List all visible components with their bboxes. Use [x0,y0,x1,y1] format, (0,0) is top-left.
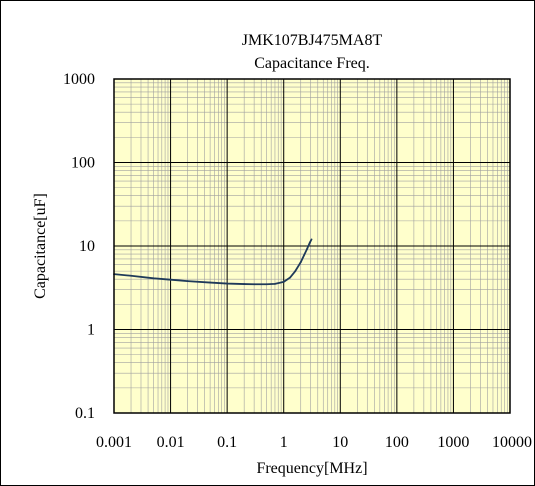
data-point [243,283,246,285]
x-tick-label: 0.001 [96,434,132,451]
x-tick-label: 1 [280,434,288,451]
major-gridlines [114,79,510,413]
plot-border [113,78,511,414]
data-point [289,276,292,279]
x-axis-label: Frequency[MHz] [256,460,367,477]
data-point [294,270,297,273]
data-point [274,282,276,285]
data-point [308,241,311,244]
x-tick-label: 0.1 [217,434,237,451]
data-point [306,247,309,250]
data-point [303,254,306,256]
data-point [310,238,313,241]
y-tick-label: 1 [87,322,95,339]
data-point [169,278,172,281]
y-tick-label: 10 [79,238,95,255]
data-point [209,281,212,284]
y-tick-label: 100 [71,155,95,172]
y-tick-label: 1000 [63,71,95,88]
series-layer [113,238,313,286]
x-tick-label: 0.01 [157,434,185,451]
data-point [265,283,268,286]
x-tick-label: 1000 [437,434,469,451]
data-point [186,280,189,282]
data-point [299,261,302,264]
chart-title: JMK107BJ475MA8T [242,32,383,49]
x-tick-label: 10 [332,434,348,451]
y-axis-label: Capacitance[uF] [32,193,49,299]
data-point [282,280,285,283]
chart-subtitle: Capacitance Freq. [254,55,370,72]
data-point [226,282,229,285]
y-axis-ticks: 1000 100 10 1 0.1 [63,71,95,422]
x-axis-ticks: 0.001 0.01 0.1 1 10 100 1000 10000 [96,434,532,451]
x-tick-label: 100 [385,434,409,451]
y-tick-label: 0.1 [75,405,95,422]
data-point [253,283,256,286]
x-tick-label: 10000 [492,434,532,451]
data-point [130,274,132,277]
data-point [152,277,155,280]
